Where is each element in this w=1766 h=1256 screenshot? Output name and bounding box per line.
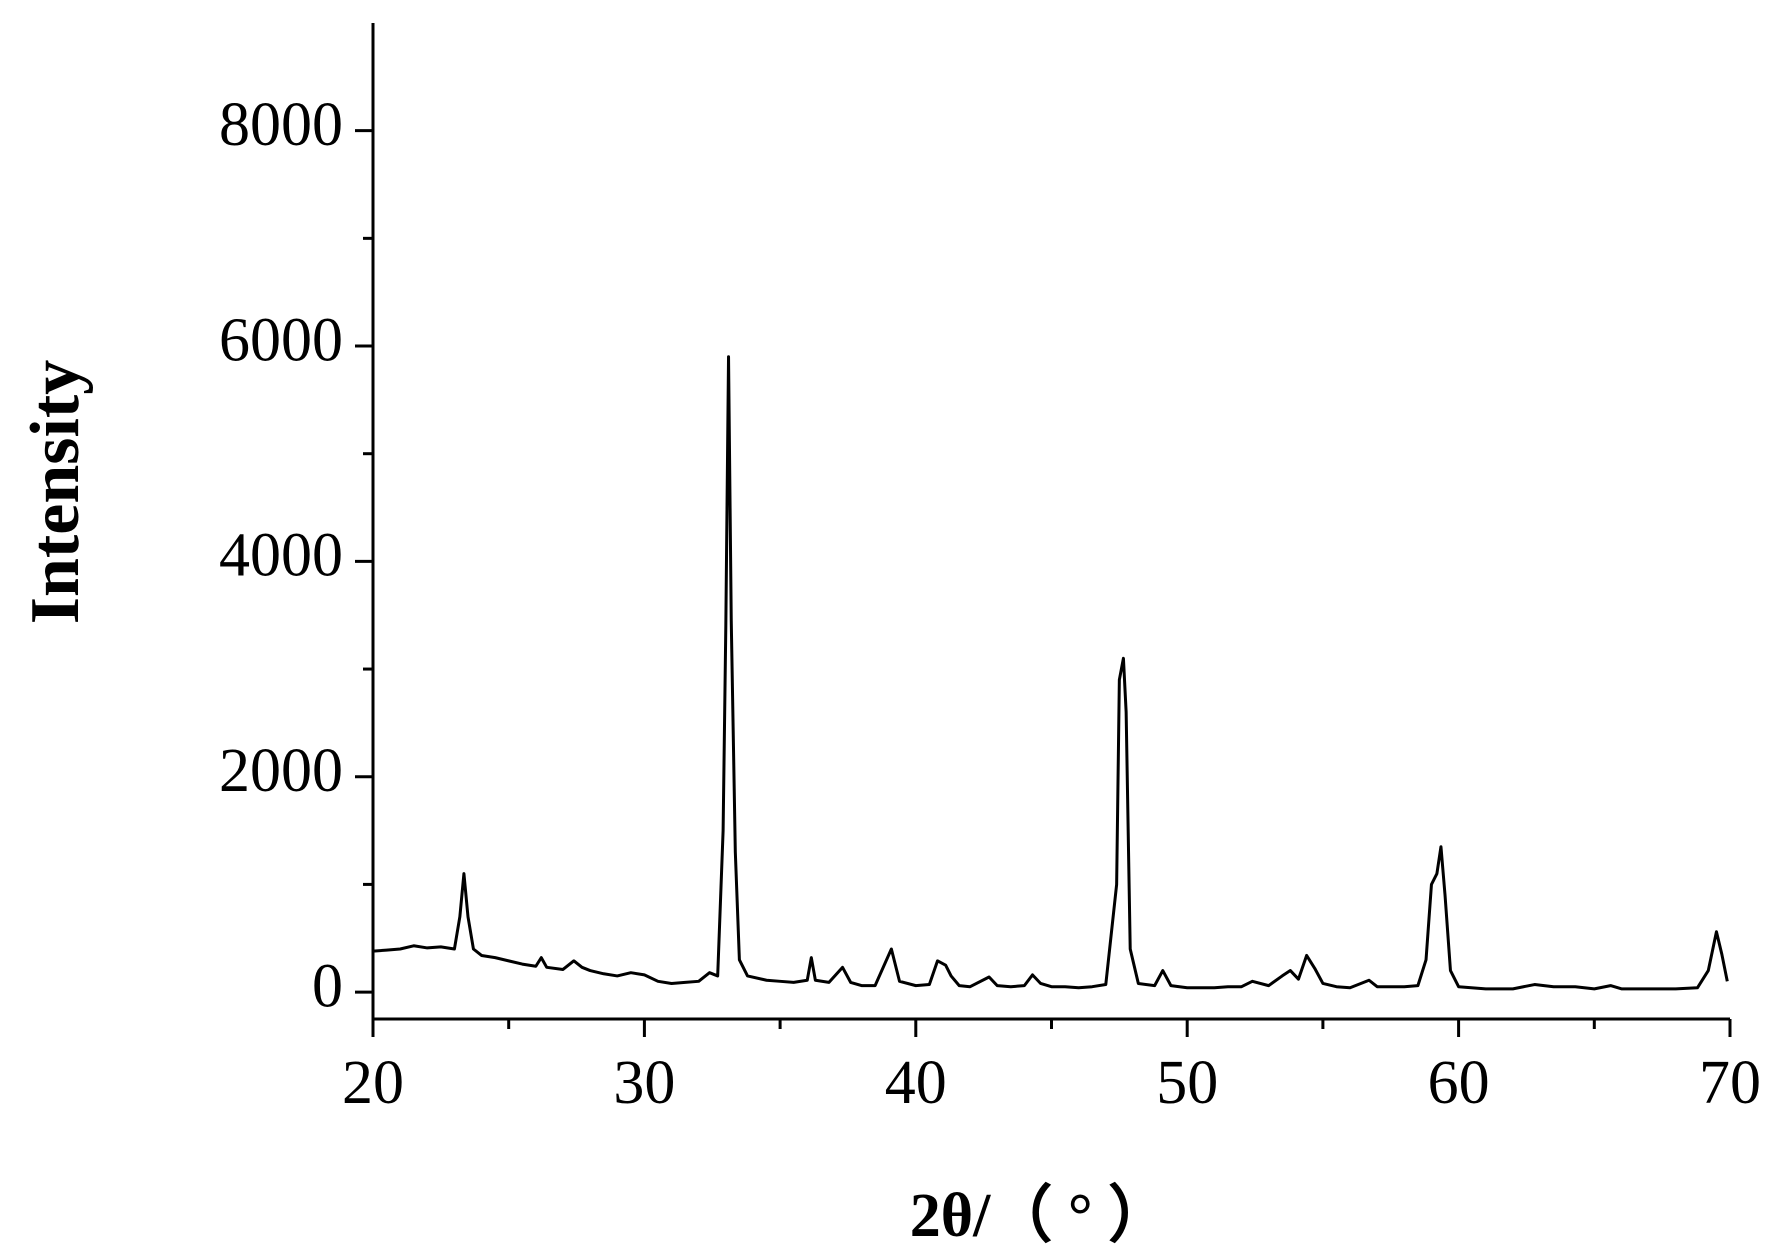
y-tick-label: 2000	[219, 737, 343, 805]
x-tick-label: 40	[885, 1049, 947, 1117]
x-tick-label: 30	[613, 1049, 675, 1117]
y-axis-title: Intensity	[17, 360, 94, 624]
data-line	[372, 355, 1729, 991]
y-tick-label: 0	[312, 952, 343, 1020]
y-tick-label: 4000	[219, 522, 343, 590]
y-tick-label: 6000	[219, 306, 343, 374]
y-tick-label: 8000	[219, 91, 343, 159]
x-tick-label: 60	[1428, 1049, 1490, 1117]
x-tick-label: 20	[342, 1049, 404, 1117]
x-tick-label: 50	[1156, 1049, 1218, 1117]
x-axis-title: 2θ/（ ° ）	[910, 1180, 1170, 1250]
x-tick-label: 70	[1699, 1049, 1761, 1117]
